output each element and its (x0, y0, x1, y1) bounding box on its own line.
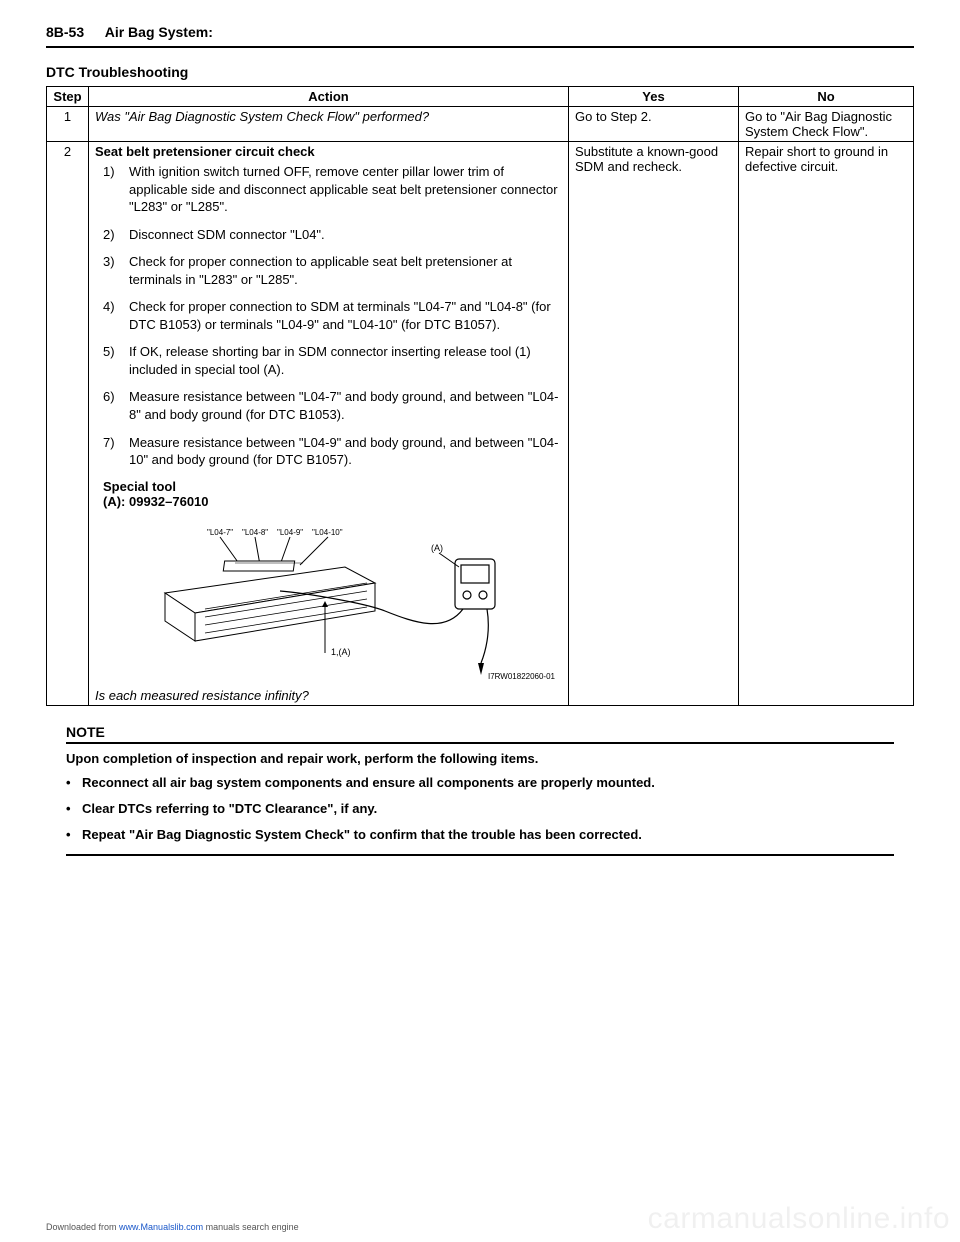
substep: 1) With ignition switch turned OFF, remov… (103, 163, 562, 216)
substep-num: 6) (103, 388, 115, 406)
substep: 2) Disconnect SDM connector "L04". (103, 226, 562, 244)
substep-num: 7) (103, 434, 115, 452)
substep-text: Measure resistance between "L04-7" and b… (129, 389, 558, 422)
cell-step: 2 (47, 142, 89, 706)
substep-text: Disconnect SDM connector "L04". (129, 227, 325, 242)
footer-dl-prefix: Downloaded from (46, 1222, 119, 1232)
note-bullet: Clear DTCs referring to "DTC Clearance",… (66, 800, 894, 818)
term-label: "L04-9" (277, 528, 303, 537)
substep-num: 2) (103, 226, 115, 244)
diagram-svg: "L04-7" "L04-8" "L04-9" "L04-10" (135, 523, 555, 683)
substep-text: Check for proper connection to SDM at te… (129, 299, 551, 332)
term-label: "L04-7" (207, 528, 233, 537)
section-title: DTC Troubleshooting (46, 64, 914, 80)
substep: 3) Check for proper connection to applica… (103, 253, 562, 288)
page-ref-code: 8B-53 (46, 24, 84, 40)
connector-diagram: "L04-7" "L04-8" "L04-9" "L04-10" (95, 509, 562, 688)
special-tool-label: Special tool (103, 479, 562, 494)
substep: 6) Measure resistance between "L04-7" and… (103, 388, 562, 423)
cell-action: Was "Air Bag Diagnostic System Check Flo… (89, 107, 569, 142)
term-label: "L04-8" (242, 528, 268, 537)
special-tool-value: (A): 09932–76010 (103, 494, 562, 509)
substep-num: 5) (103, 343, 115, 361)
watermark: carmanualsonline.info (648, 1202, 950, 1236)
term-label: "L04-10" (312, 528, 343, 537)
substep: 7) Measure resistance between "L04-9" and… (103, 434, 562, 469)
note-label: NOTE (66, 724, 894, 744)
table-row: 2 Seat belt pretensioner circuit check 1… (47, 142, 914, 706)
action-italic-q: Was "Air Bag Diagnostic System Check Flo… (95, 109, 429, 124)
note-bullet: Repeat "Air Bag Diagnostic System Check"… (66, 826, 894, 844)
note-bullets: Reconnect all air bag system components … (66, 774, 894, 845)
action-title: Seat belt pretensioner circuit check (95, 144, 562, 159)
th-no: No (739, 87, 914, 107)
cell-step: 1 (47, 107, 89, 142)
page-ref-title-text: Air Bag System: (105, 24, 213, 40)
table-header-row: Step Action Yes No (47, 87, 914, 107)
cell-no: Go to "Air Bag Diagnostic System Check F… (739, 107, 914, 142)
action-substeps: 1) With ignition switch turned OFF, remov… (103, 163, 562, 469)
cell-yes: Substitute a known-good SDM and recheck. (569, 142, 739, 706)
table-row: 1 Was "Air Bag Diagnostic System Check F… (47, 107, 914, 142)
footer-download: Downloaded from www.Manualslib.com manua… (46, 1222, 299, 1232)
dtc-table: Step Action Yes No 1 Was "Air Bag Diagno… (46, 86, 914, 706)
note-end-rule (66, 854, 894, 856)
substep: 5) If OK, release shorting bar in SDM con… (103, 343, 562, 378)
cell-action: Seat belt pretensioner circuit check 1) W… (89, 142, 569, 706)
note-bullet: Reconnect all air bag system components … (66, 774, 894, 792)
footer-dl-suffix: manuals search engine (203, 1222, 299, 1232)
th-step: Step (47, 87, 89, 107)
cell-no: Repair short to ground in defective circ… (739, 142, 914, 706)
substep-text: Check for proper connection to applicabl… (129, 254, 512, 287)
substep-num: 3) (103, 253, 115, 271)
substep: 4) Check for proper connection to SDM at … (103, 298, 562, 333)
tool-label: (A) (431, 543, 443, 553)
substep-text: With ignition switch turned OFF, remove … (129, 164, 558, 214)
cell-yes: Go to Step 2. (569, 107, 739, 142)
note-block: NOTE Upon completion of inspection and r… (46, 724, 914, 857)
footer-dl-link[interactable]: www.Manualslib.com (119, 1222, 203, 1232)
substep-text: If OK, release shorting bar in SDM conne… (129, 344, 531, 377)
th-yes: Yes (569, 87, 739, 107)
note-lead: Upon completion of inspection and repair… (66, 750, 894, 768)
diagram-code: I7RW01822060-01 (488, 672, 555, 681)
label-1a: 1,(A) (331, 647, 351, 657)
closing-question: Is each measured resistance infinity? (95, 688, 309, 703)
page-ref-title (89, 24, 101, 40)
substep-num: 4) (103, 298, 115, 316)
page-header: 8B-53 Air Bag System: (46, 24, 914, 48)
substep-text: Measure resistance between "L04-9" and b… (129, 435, 558, 468)
substep-num: 1) (103, 163, 115, 181)
th-action: Action (89, 87, 569, 107)
